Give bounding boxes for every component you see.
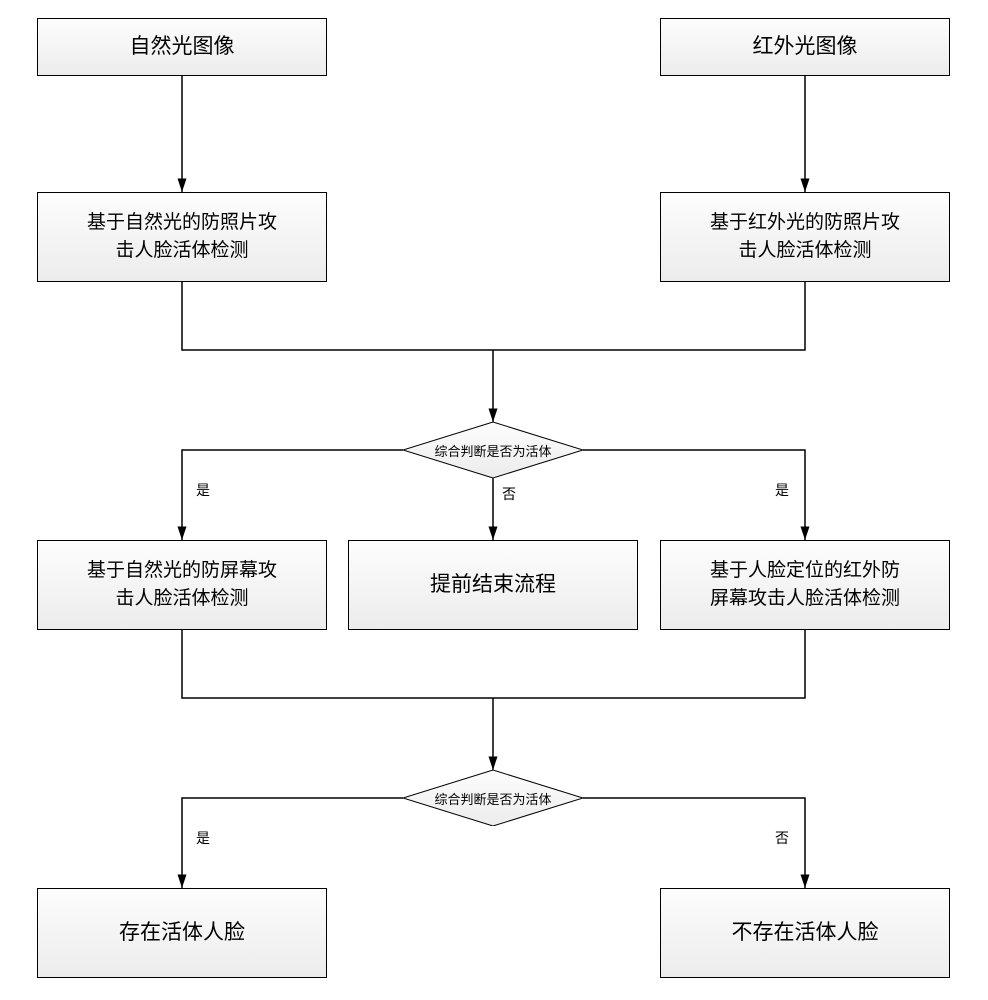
edge-label-text: 是 bbox=[775, 482, 789, 498]
node-n1: 自然光图像 bbox=[37, 18, 327, 76]
node-n2: 红外光图像 bbox=[660, 18, 950, 76]
node-n7: 基于人脸定位的红外防 屏幕攻击人脸活体检测 bbox=[660, 540, 950, 630]
edge-label-text: 是 bbox=[196, 830, 210, 846]
node-n9: 不存在活体人脸 bbox=[660, 888, 950, 978]
edge-label-e2: 否 bbox=[502, 484, 516, 504]
node-label: 提前结束流程 bbox=[430, 569, 556, 601]
node-label: 不存在活体人脸 bbox=[732, 917, 879, 949]
decision-d2: 综合判断是否为活体 bbox=[403, 770, 583, 826]
node-n4: 基于红外光的防照片攻 击人脸活体检测 bbox=[660, 192, 950, 282]
edge-label-text: 否 bbox=[775, 830, 789, 846]
edge-label-e3: 是 bbox=[775, 480, 789, 500]
node-n3: 基于自然光的防照片攻 击人脸活体检测 bbox=[37, 192, 327, 282]
node-label: 基于自然光的防照片攻 击人脸活体检测 bbox=[87, 209, 277, 266]
node-n5: 基于自然光的防屏幕攻 击人脸活体检测 bbox=[37, 540, 327, 630]
node-label: 红外光图像 bbox=[753, 31, 858, 63]
edge-label-e1: 是 bbox=[196, 480, 210, 500]
node-label: 自然光图像 bbox=[130, 31, 235, 63]
node-label: 基于自然光的防屏幕攻 击人脸活体检测 bbox=[87, 557, 277, 614]
edge-label-e4: 是 bbox=[196, 828, 210, 848]
edges-layer bbox=[0, 0, 988, 1000]
node-n8: 存在活体人脸 bbox=[37, 888, 327, 978]
node-label: 存在活体人脸 bbox=[119, 917, 245, 949]
decision-d1: 综合判断是否为活体 bbox=[403, 422, 583, 478]
edge-label-text: 否 bbox=[502, 486, 516, 502]
node-label: 基于红外光的防照片攻 击人脸活体检测 bbox=[710, 209, 900, 266]
node-label: 基于人脸定位的红外防 屏幕攻击人脸活体检测 bbox=[710, 557, 900, 614]
node-n6: 提前结束流程 bbox=[348, 540, 638, 630]
edge-label-text: 是 bbox=[196, 482, 210, 498]
edge-label-e5: 否 bbox=[775, 828, 789, 848]
